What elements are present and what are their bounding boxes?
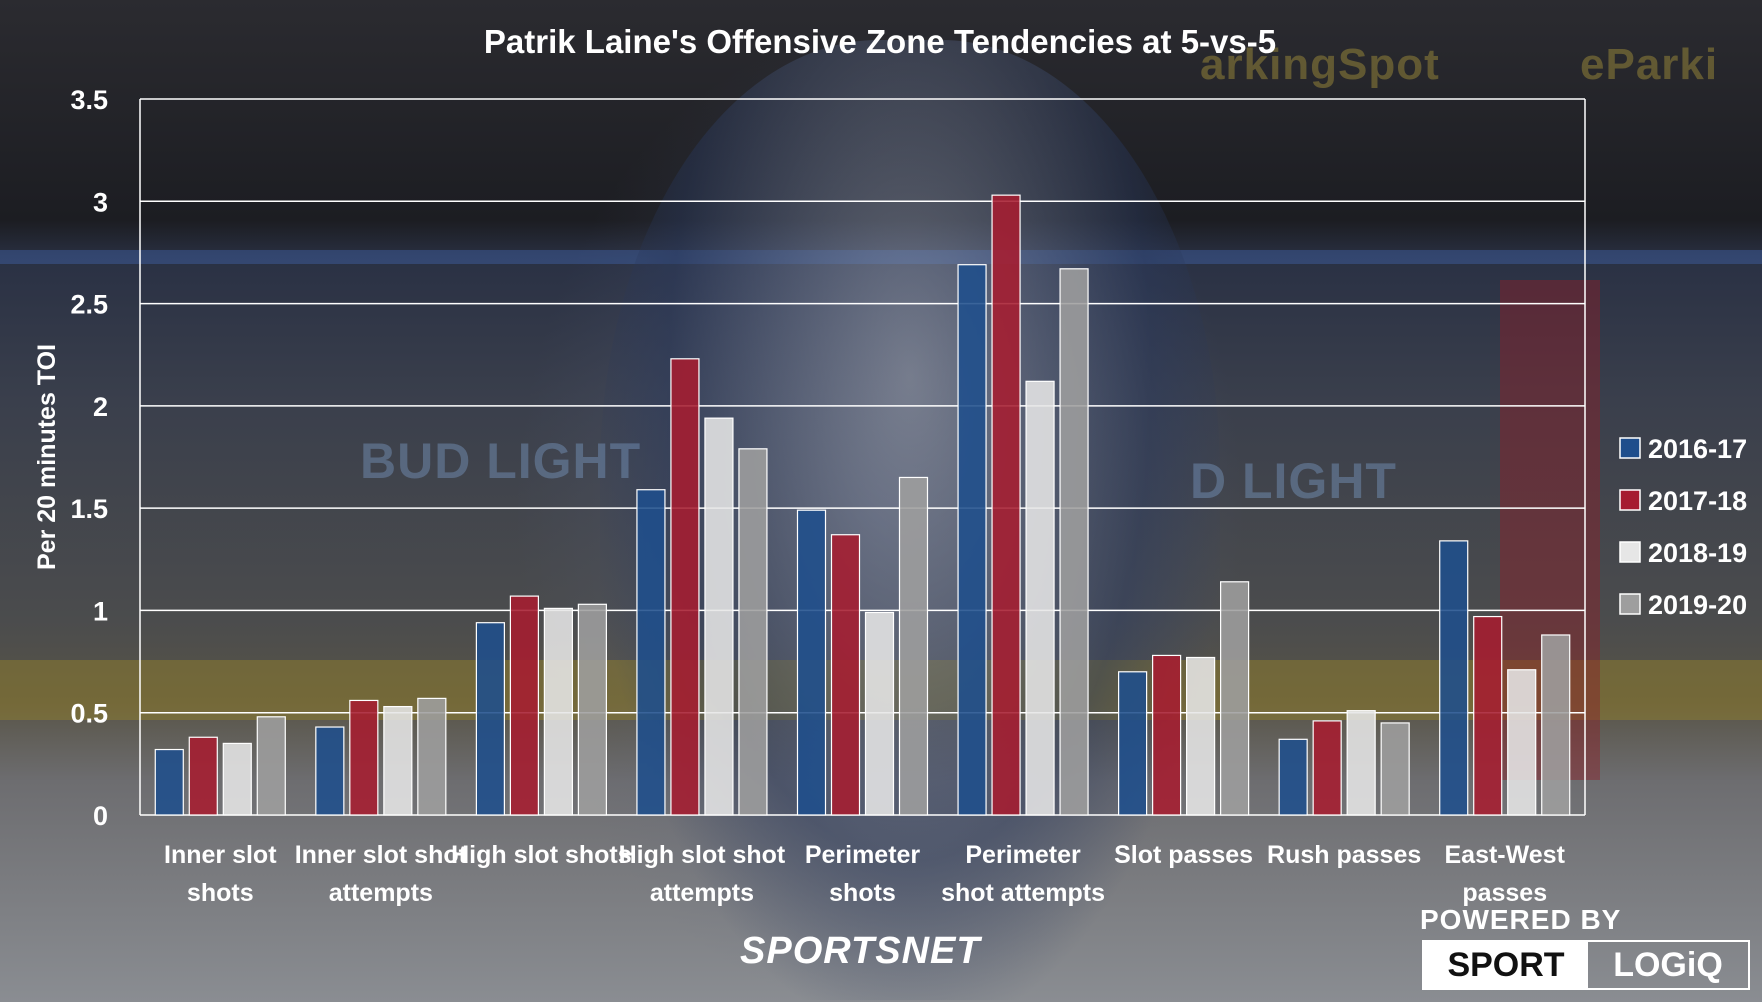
x-category-label: High slot shots <box>451 841 632 869</box>
y-tick-label: 0 <box>93 801 108 831</box>
x-category-label: shot attempts <box>941 879 1105 907</box>
x-category-label: Perimeter <box>805 841 921 869</box>
ad-text-3: arkingSpot <box>1200 40 1440 89</box>
bar <box>417 697 447 816</box>
bar <box>349 699 379 816</box>
bar <box>1186 656 1216 816</box>
bar <box>796 509 827 816</box>
bar <box>991 194 1021 816</box>
bar <box>957 264 987 816</box>
bar <box>1312 720 1342 816</box>
bar <box>864 611 895 816</box>
y-tick-label: 1 <box>93 596 108 626</box>
x-category-label: Rush passes <box>1267 841 1421 869</box>
sportlogiq-logo: SPORT LOGiQ <box>1422 940 1750 990</box>
x-category-label: attempts <box>329 879 433 907</box>
bar <box>738 448 768 816</box>
x-category-label: Perimeter <box>965 841 1081 869</box>
ad-text-2: D LIGHT <box>1190 453 1397 509</box>
sportlogiq-logo-sport: SPORT <box>1424 942 1588 988</box>
bar <box>830 534 861 816</box>
sportsnet-logo: SPORTSNET <box>740 930 981 972</box>
legend-swatch <box>1619 437 1641 459</box>
bar <box>670 358 700 816</box>
bar <box>1473 615 1503 816</box>
legend-swatch <box>1619 541 1641 563</box>
board-band <box>0 250 1762 264</box>
x-category-label: High slot shot <box>619 841 786 869</box>
bar <box>1152 654 1182 816</box>
sportlogiq-logo-logiq: LOGiQ <box>1613 945 1723 984</box>
x-category-label: Slot passes <box>1114 841 1253 869</box>
x-category-label: attempts <box>650 879 754 907</box>
bar <box>383 705 413 816</box>
y-axis-label: Per 20 minutes TOI <box>33 344 61 570</box>
legend-swatch <box>1619 593 1641 615</box>
bar <box>577 603 607 816</box>
bar <box>1541 634 1571 816</box>
x-category-label: shots <box>829 879 896 907</box>
bar <box>256 716 286 816</box>
y-tick-label: 0.5 <box>70 699 108 729</box>
x-category-label: Inner slot <box>164 841 277 869</box>
y-tick-label: 2 <box>93 392 108 422</box>
legend-label: 2017-18 <box>1648 486 1747 516</box>
bar <box>509 595 539 816</box>
legend-label: 2016-17 <box>1648 434 1747 464</box>
y-tick-label: 1.5 <box>70 494 108 524</box>
bar <box>543 607 573 816</box>
y-tick-label: 2.5 <box>70 290 108 320</box>
bar <box>1439 540 1469 816</box>
legend-label: 2019-20 <box>1648 590 1747 620</box>
bar <box>1059 268 1089 816</box>
bar <box>1507 669 1537 816</box>
powered-by-text: POWERED BY <box>1420 904 1622 935</box>
bar <box>222 742 252 816</box>
y-tick-label: 3 <box>93 187 108 217</box>
bar <box>1220 581 1250 816</box>
ad-text-4: eParki <box>1580 40 1719 89</box>
y-tick-label: 3.5 <box>70 85 108 115</box>
bar <box>154 748 184 816</box>
x-category-label: shots <box>187 879 254 907</box>
bar <box>704 417 734 816</box>
bar <box>1118 671 1148 816</box>
bar <box>1380 722 1410 816</box>
bar <box>1025 380 1055 816</box>
bar <box>315 726 345 816</box>
bar <box>188 736 218 816</box>
bar <box>475 622 505 816</box>
bar <box>1346 710 1376 816</box>
x-category-label: passes <box>1462 879 1547 907</box>
ad-text-1: BUD LIGHT <box>360 433 642 489</box>
legend-label: 2018-19 <box>1648 538 1747 568</box>
bar <box>636 489 666 816</box>
chart-title: Patrik Laine's Offensive Zone Tendencies… <box>484 23 1276 60</box>
bar <box>1278 738 1308 816</box>
x-category-label: Inner slot shot <box>295 841 468 869</box>
legend-swatch <box>1619 489 1641 511</box>
bar <box>898 476 929 816</box>
x-category-label: East-West <box>1445 841 1566 869</box>
